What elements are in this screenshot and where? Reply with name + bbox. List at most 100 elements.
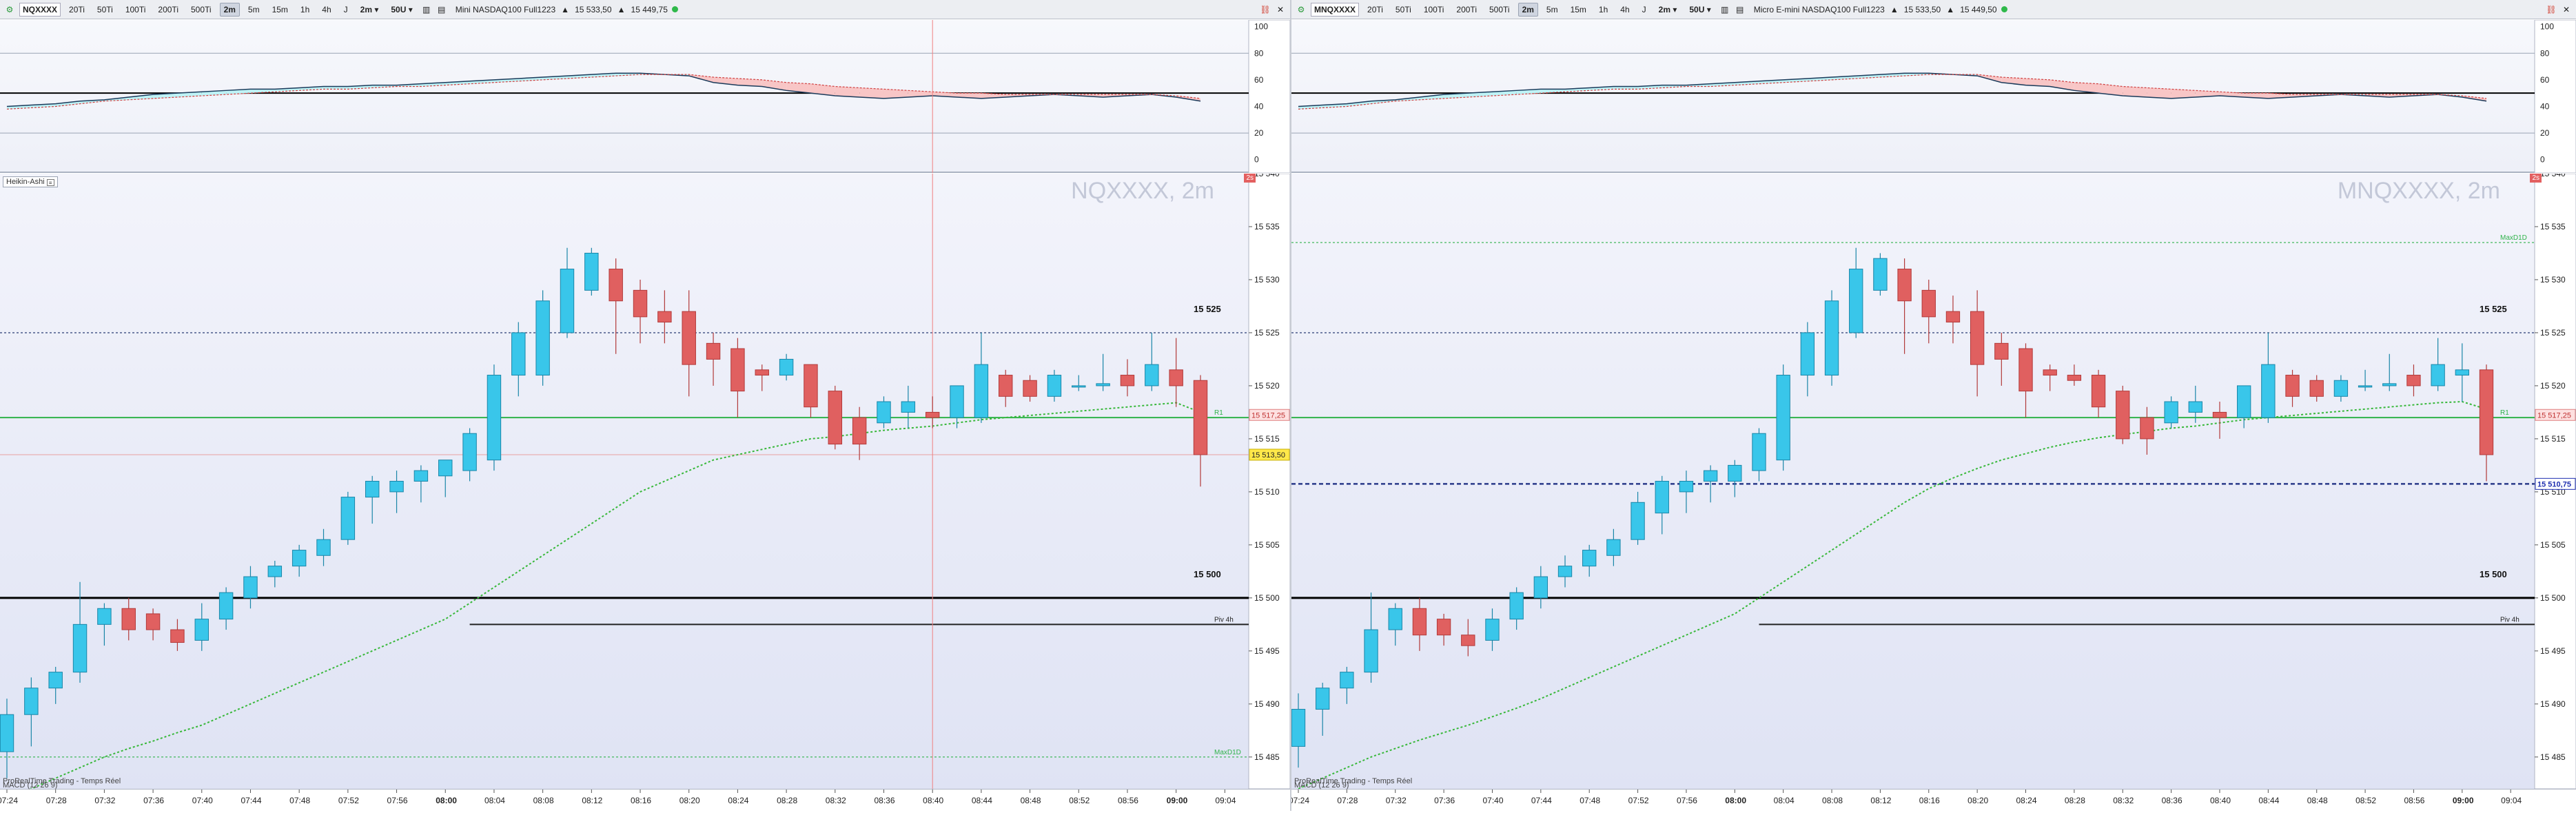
chart-pane-left[interactable]: ⚙ NQXXXX 20Ti 50Ti 100Ti 200Ti 500Ti 2m …	[0, 0, 1291, 811]
tf-j[interactable]: J	[343, 4, 348, 14]
candle-body	[292, 550, 307, 567]
candle	[1873, 253, 1888, 296]
ticker-input[interactable]: MNQXXXX	[1311, 2, 1360, 17]
candle	[804, 364, 818, 418]
tf-2m[interactable]: 2m	[1517, 2, 1538, 17]
candle-body	[2382, 383, 2397, 386]
chart-watermark: NQXXXX, 2m	[1071, 178, 1214, 204]
link-icon[interactable]: ⛓	[1260, 4, 1271, 14]
candle-body	[1970, 311, 1985, 365]
candle	[682, 290, 696, 397]
candle-body	[340, 497, 356, 540]
link-icon[interactable]: ⛓	[2546, 4, 2557, 14]
osc-fill	[2049, 79, 2074, 91]
ticker-input[interactable]: NQXXXX	[19, 2, 61, 17]
candle-body	[316, 539, 331, 556]
osc-axis-bg	[1248, 19, 1291, 174]
osc-fill	[250, 89, 275, 94]
oscillator-panel[interactable]: 100 80 60 40 20 0	[0, 19, 1291, 174]
close-icon[interactable]: ✕	[2562, 4, 2570, 14]
time-tick-label: 07:52	[338, 796, 359, 805]
time-axis-ticks: 07:24 07:28 07:32 07:36 07:40 07:44 07:48 07:52…	[0, 790, 1236, 805]
chart-pane-right[interactable]: ⚙ MNQXXXX 20Ti 50Ti 100Ti 200Ti 500Ti 2m…	[1289, 0, 2576, 811]
tf-20ti[interactable]: 20Ti	[1367, 4, 1383, 14]
line-label: Piv 4h	[2500, 616, 2519, 623]
candle	[2091, 369, 2106, 418]
chart-type-icon[interactable]: ▥	[422, 4, 431, 14]
trend-arrow-icon-2: ▲	[617, 4, 626, 14]
tf-1h[interactable]: 1h	[300, 4, 310, 14]
time-tick-label: 07:24	[0, 796, 18, 805]
oscillator-panel[interactable]: 100 80 60 40 20 0	[1291, 19, 2576, 174]
tf-50ti[interactable]: 50Ti	[96, 4, 113, 14]
osc-fill	[2413, 94, 2438, 96]
time-tick-label: 08:04	[484, 796, 505, 805]
tf-j[interactable]: J	[1642, 4, 1646, 14]
candle	[2212, 402, 2227, 439]
chart-watermark: MNQXXXX, 2m	[2337, 178, 2500, 204]
price-tick-label: 15 525	[1254, 328, 1280, 338]
tf-500ti[interactable]: 500Ti	[1489, 4, 1510, 14]
tf-badge: 2s	[1244, 174, 1256, 183]
tf-1h[interactable]: 1h	[1598, 4, 1608, 14]
candle-body	[1193, 380, 1208, 455]
time-tick-label: 08:24	[728, 796, 748, 805]
candle	[2333, 375, 2349, 402]
candle-body	[925, 411, 940, 418]
tf-50ti[interactable]: 50Ti	[1395, 4, 1411, 14]
candle-body	[1485, 619, 1500, 641]
indicator-options-icon[interactable]: ≡	[46, 179, 54, 186]
time-tick-label: 07:52	[1628, 796, 1649, 805]
tf-15m[interactable]: 15m	[272, 4, 288, 14]
units-select[interactable]: 50U ▾	[1689, 4, 1711, 14]
tf-4h[interactable]: 4h	[1620, 4, 1630, 14]
candle	[1388, 603, 1402, 646]
time-tick-label: 09:00	[2453, 796, 2474, 805]
chart-type-icon[interactable]: ▥	[1721, 4, 1729, 14]
price-tick-label: 15 540	[1254, 174, 1280, 178]
candle	[1072, 375, 1086, 391]
price-panel[interactable]: 15 540 15 535 15 530 15 525 15 520 15 515 15 5…	[1291, 169, 2576, 790]
candle	[2164, 396, 2178, 429]
candle-body	[1072, 385, 1086, 388]
chart-settings-icon[interactable]: ⚙	[1297, 4, 1305, 14]
tf-5m[interactable]: 5m	[247, 4, 260, 14]
interval-select[interactable]: 2m ▾	[1658, 4, 1677, 14]
tf-20ti[interactable]: 20Ti	[69, 4, 85, 14]
instrument-info-icon[interactable]: ▤	[1736, 4, 1744, 14]
price-tick-label: 15 495	[2540, 646, 2566, 656]
candle-body	[2140, 417, 2154, 440]
tf-100ti[interactable]: 100Ti	[125, 4, 146, 14]
tf-200ti[interactable]: 200Ti	[1456, 4, 1477, 14]
interval-value: 2m	[1658, 4, 1670, 14]
price-panel[interactable]: 15 540 15 535 15 530 15 525 15 520 15 515 15 5…	[0, 169, 1291, 801]
candle	[1023, 375, 1037, 402]
heikin-ashi-label[interactable]: Heikin-Ashi ≡	[3, 176, 58, 187]
chart-settings-icon[interactable]: ⚙	[6, 4, 14, 14]
tf-100ti[interactable]: 100Ti	[1423, 4, 1444, 14]
candle	[1752, 428, 1766, 482]
osc-fill	[128, 94, 154, 100]
candle-body	[2479, 369, 2494, 455]
candle	[1631, 491, 1645, 545]
tf-2m[interactable]: 2m	[219, 2, 240, 17]
connection-status-icon	[2001, 6, 2007, 12]
candle	[584, 247, 599, 296]
line-label: R1	[2500, 409, 2509, 417]
candle-body	[633, 289, 648, 318]
instrument-info-icon[interactable]: ▤	[438, 4, 446, 14]
tf-5m[interactable]: 5m	[1546, 4, 1558, 14]
candle	[2236, 385, 2251, 429]
interval-select[interactable]: 2m ▾	[360, 4, 379, 14]
tf-4h[interactable]: 4h	[322, 4, 331, 14]
tf-15m[interactable]: 15m	[1570, 4, 1586, 14]
time-axis[interactable]: 07:24 07:28 07:32 07:36 07:40 07:44 07:48 07:52…	[0, 789, 1290, 811]
candle	[560, 247, 575, 338]
close-icon[interactable]: ✕	[1276, 4, 1285, 14]
units-select[interactable]: 50U ▾	[391, 4, 413, 14]
candle	[2043, 364, 2057, 391]
time-axis[interactable]: 07:24 07:28 07:32 07:36 07:40 07:44 07:48 07:52…	[1289, 789, 2576, 811]
osc-signal-line	[1298, 74, 2487, 110]
tf-500ti[interactable]: 500Ti	[190, 4, 212, 14]
tf-200ti[interactable]: 200Ti	[158, 4, 178, 14]
